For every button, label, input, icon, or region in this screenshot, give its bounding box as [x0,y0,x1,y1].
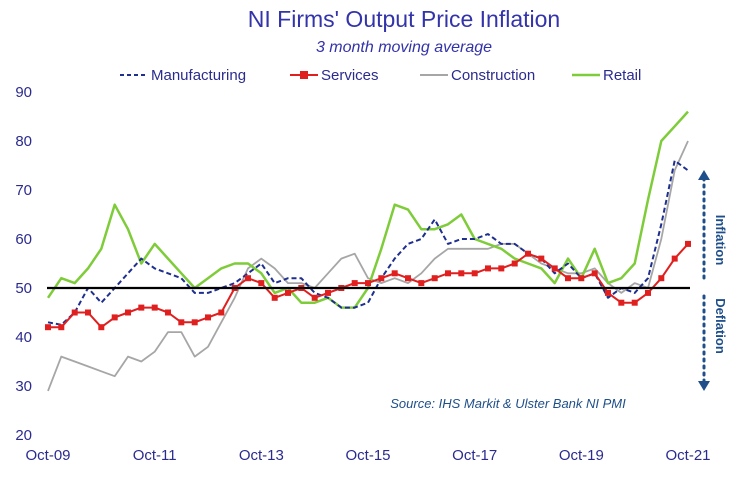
deflation-label: Deflation [713,298,728,354]
point-services [178,319,185,326]
point-services [125,309,131,316]
chart-title: NI Firms' Output Price Inflation [248,6,560,32]
point-services [471,270,478,277]
point-services [271,294,278,301]
legend: Manufacturing Services Construction Retail [120,67,641,84]
point-services [325,289,331,296]
legend-item-manufacturing: Manufacturing [120,67,246,84]
point-services [431,275,438,282]
y-tick-label: 60 [15,231,32,248]
legend-label: Services [321,67,379,84]
point-services [111,314,118,321]
chart-subtitle: 3 month moving average [316,39,492,56]
point-services [58,324,65,331]
series-services [45,240,691,331]
x-tick-label: Oct-11 [133,447,177,464]
point-services [138,304,145,311]
legend-marker [300,71,308,79]
y-tick-label: 80 [15,133,32,150]
point-services [445,270,451,277]
x-tick-label: Oct-09 [25,447,70,464]
point-services [365,280,371,287]
line-construction [47,140,689,392]
point-services [218,309,225,316]
x-tick-label: Oct-13 [239,447,284,464]
point-services [165,309,171,316]
inflation-label: Inflation [713,215,728,266]
point-services [391,270,398,277]
point-services [551,265,558,272]
x-tick-label: Oct-17 [452,447,497,464]
y-tick-label: 50 [15,280,32,297]
point-services [405,275,411,282]
point-services [85,309,91,316]
point-services [511,260,518,267]
point-services [565,275,571,282]
y-axis-ticks: 20 30 40 50 60 70 80 90 [15,84,32,444]
y-tick-label: 40 [15,329,32,346]
line-manufacturing [47,159,689,326]
point-services [498,265,505,272]
source-note: Source: IHS Markit & Ulster Bank NI PMI [390,396,626,411]
point-services [458,270,465,277]
x-axis-ticks: Oct-09 Oct-11 Oct-13 Oct-15 Oct-17 Oct-19 Oct-… [25,447,710,464]
point-services [671,255,678,262]
inflation-arrow [698,170,710,280]
x-tick-label: Oct-21 [665,447,710,464]
series-construction [47,140,689,392]
point-services [645,289,651,296]
y-tick-label: 30 [15,378,32,395]
point-services [151,304,158,311]
point-services [578,275,585,282]
point-services [685,240,691,247]
point-services [258,280,265,287]
deflation-arrow [698,294,710,391]
point-services [71,309,78,316]
point-services [245,275,251,282]
x-tick-label: Oct-15 [345,447,390,464]
point-services [658,275,665,282]
y-tick-label: 70 [15,182,32,199]
point-services [485,265,491,272]
legend-label: Manufacturing [151,67,246,84]
point-services [98,324,105,331]
series-manufacturing [47,159,689,326]
x-tick-label: Oct-19 [559,447,604,464]
point-services [631,299,638,306]
y-tick-label: 90 [15,84,32,101]
point-services [285,289,291,296]
legend-item-construction: Construction [420,67,535,84]
point-services [418,280,425,287]
point-services [618,299,625,306]
point-services [605,289,611,296]
legend-label: Construction [451,67,535,84]
y-tick-label: 20 [15,427,32,444]
legend-label: Retail [603,67,641,84]
point-services [538,255,545,262]
point-services [351,280,358,287]
legend-item-services: Services [290,67,379,84]
series-layer [45,110,691,392]
point-services [191,319,198,326]
point-services [591,270,598,277]
point-services [205,314,211,321]
point-services [311,294,318,301]
point-services [378,275,385,282]
point-services [45,324,51,331]
legend-item-retail: Retail [572,67,641,84]
point-services [525,250,531,257]
